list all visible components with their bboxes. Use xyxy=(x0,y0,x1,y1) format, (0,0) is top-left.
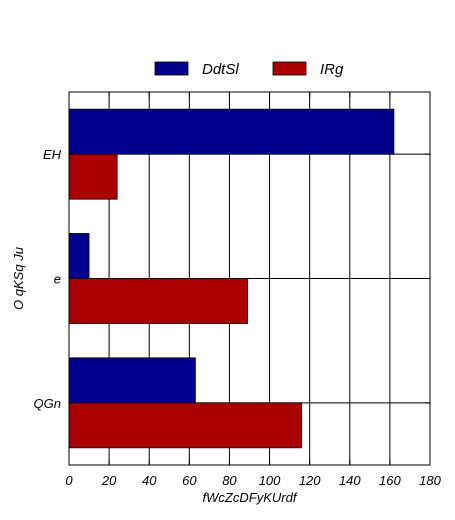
bar-DdtSl-EH xyxy=(68,108,395,155)
x-tick-label: 40 xyxy=(142,473,157,488)
legend-swatch-IRg xyxy=(272,61,307,76)
y-tick-label: QGn xyxy=(34,396,61,411)
x-tick-label: 20 xyxy=(101,473,117,488)
legend-label-IRg: IRg xyxy=(320,61,344,78)
bar-IRg-e xyxy=(68,278,248,324)
bar-DdtSl-e xyxy=(68,233,90,279)
bars xyxy=(68,108,395,449)
bar-IRg-EH xyxy=(68,153,118,200)
x-axis-ticks: 0 20 40 60 80 100 120 140 160 180 xyxy=(65,92,442,488)
y-axis-ticks: EH e QGn xyxy=(34,147,430,411)
bar-IRg-QGn xyxy=(68,402,303,449)
x-axis-label: fWcZcDFyKUrdf xyxy=(203,490,298,505)
x-tick-label: 80 xyxy=(222,473,237,488)
bar-DdtSl-QGn xyxy=(68,357,196,404)
x-tick-label: 180 xyxy=(419,473,441,488)
y-axis-label: O qKSq Ju xyxy=(11,247,26,310)
legend: DdtSl IRg xyxy=(154,61,344,78)
y-tick-label: e xyxy=(54,272,61,287)
x-tick-label: 120 xyxy=(299,473,321,488)
y-tick-label: EH xyxy=(43,147,62,162)
x-tick-label: 160 xyxy=(379,473,401,488)
x-tick-label: 0 xyxy=(65,473,73,488)
legend-label-DdtSl: DdtSl xyxy=(202,61,239,78)
x-tick-label: 140 xyxy=(339,473,361,488)
x-tick-label: 60 xyxy=(182,473,197,488)
legend-swatch-DdtSl xyxy=(154,61,189,76)
x-tick-label: 100 xyxy=(259,473,281,488)
